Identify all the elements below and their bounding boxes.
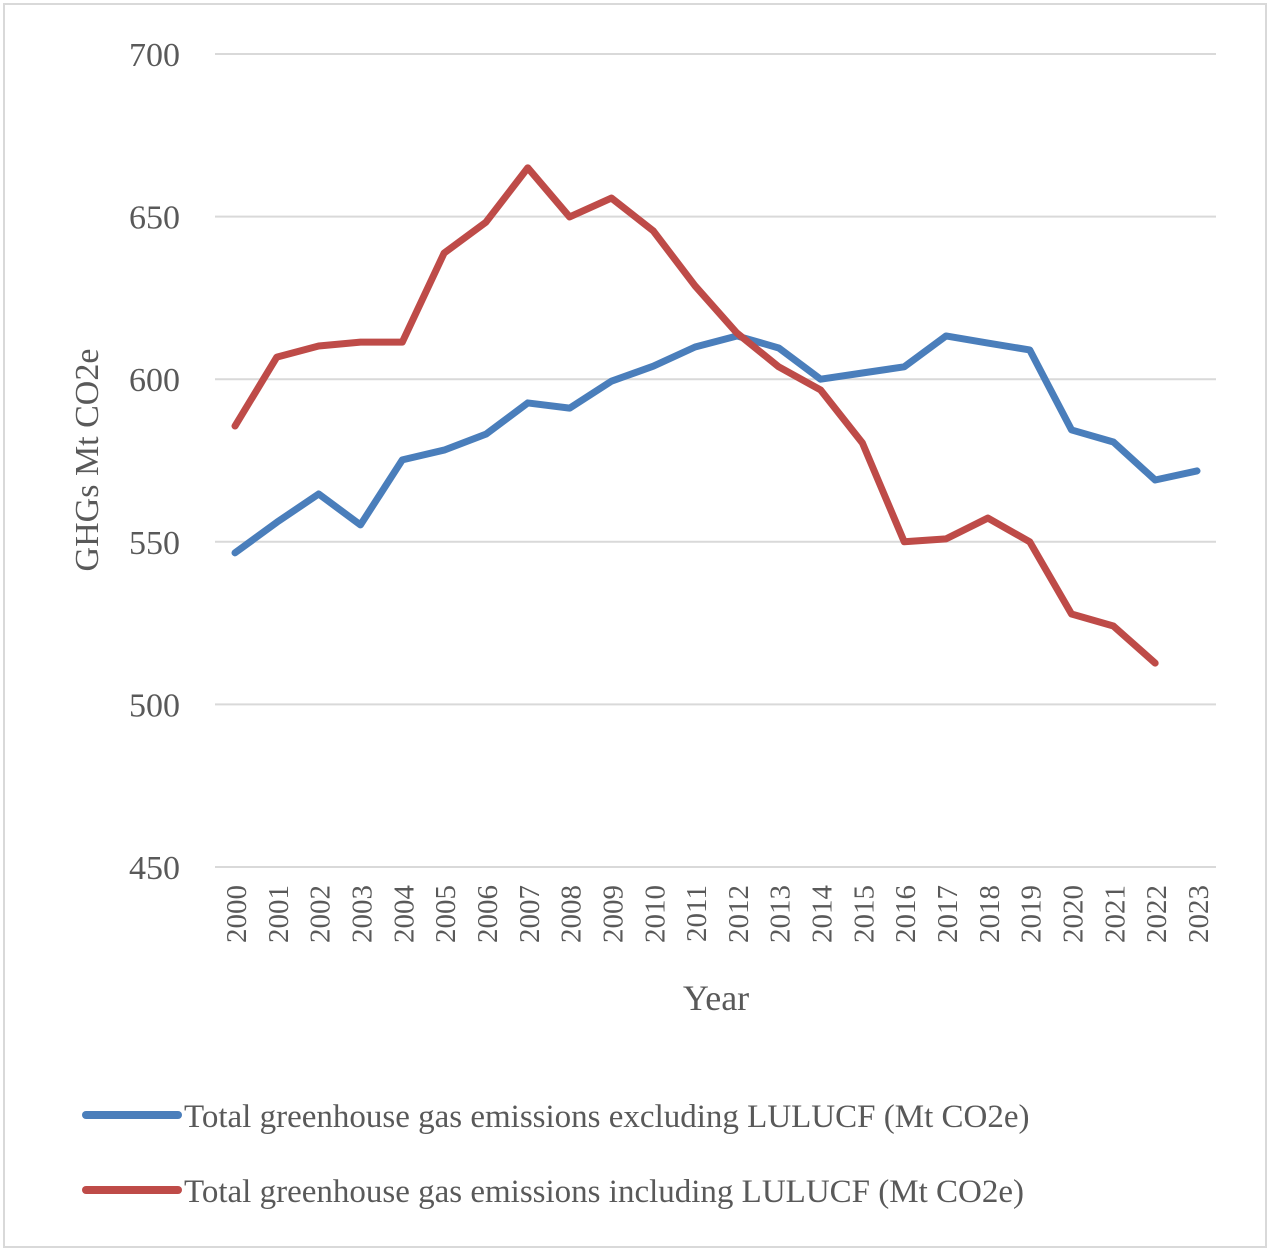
y-tick-label: 500 [129, 687, 180, 724]
legend-label-excluding: Total greenhouse gas emissions excluding… [184, 1099, 1029, 1135]
x-tick-label: 2019 [1016, 885, 1048, 943]
x-tick-label: 2018 [974, 885, 1006, 943]
y-tick-label: 550 [129, 525, 180, 562]
y-tick-label: 450 [129, 850, 180, 887]
x-tick-label: 2008 [556, 885, 588, 943]
x-tick-label: 2012 [723, 885, 755, 943]
x-tick-label: 2000 [221, 885, 253, 943]
x-tick-label: 2007 [514, 885, 546, 943]
x-tick-label: 2010 [639, 885, 671, 943]
x-tick-label: 2015 [848, 885, 880, 943]
x-axis-label: Year [683, 978, 749, 1018]
y-tick-label: 600 [129, 362, 180, 399]
x-tick-label: 2023 [1183, 885, 1215, 943]
x-tick-label: 2011 [681, 885, 713, 942]
x-tick-label: 2003 [346, 885, 378, 943]
x-tick-label: 2006 [472, 885, 504, 943]
x-tick-label: 2002 [305, 885, 337, 943]
series-line-0 [231, 332, 1201, 557]
x-tick-label: 2020 [1058, 885, 1090, 943]
x-tick-label: 2017 [932, 885, 964, 943]
x-tick-label: 2016 [890, 885, 922, 943]
x-tick-label: 2014 [807, 885, 839, 944]
x-tick-label: 2001 [263, 885, 295, 943]
legend-label-including: Total greenhouse gas emissions including… [184, 1174, 1024, 1210]
y-tick-label: 650 [129, 200, 180, 237]
x-tick-label: 2004 [388, 885, 420, 944]
y-tick-label: 700 [129, 37, 180, 74]
x-tick-label: 2005 [430, 885, 462, 943]
chart-frame [3, 3, 1267, 1248]
x-tick-label: 2021 [1099, 885, 1131, 943]
legend: Total greenhouse gas emissions excluding… [82, 1099, 1029, 1210]
series-line-1 [231, 164, 1159, 667]
x-tick-label: 2022 [1141, 885, 1173, 943]
x-tick-label: 2013 [765, 885, 797, 943]
x-tick-label: 2009 [597, 885, 629, 943]
y-axis-label: GHGs Mt CO2e [69, 349, 106, 572]
